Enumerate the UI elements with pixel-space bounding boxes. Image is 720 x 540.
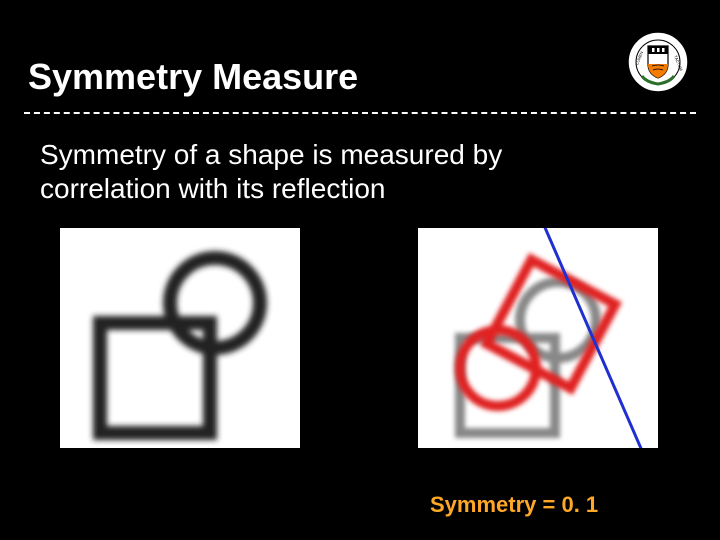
figure-reflected-overlay (418, 228, 658, 448)
figure-original-shape (60, 228, 300, 448)
slide-title: Symmetry Measure (28, 56, 358, 98)
divider-line (24, 112, 696, 114)
slide: LUMEN TACTUM Symmetry Measure Symmetry o… (0, 0, 720, 540)
institution-logo: LUMEN TACTUM (626, 30, 690, 94)
symmetry-value-caption: Symmetry = 0. 1 (430, 492, 598, 518)
slide-body-text: Symmetry of a shape is measured by corre… (40, 138, 640, 205)
